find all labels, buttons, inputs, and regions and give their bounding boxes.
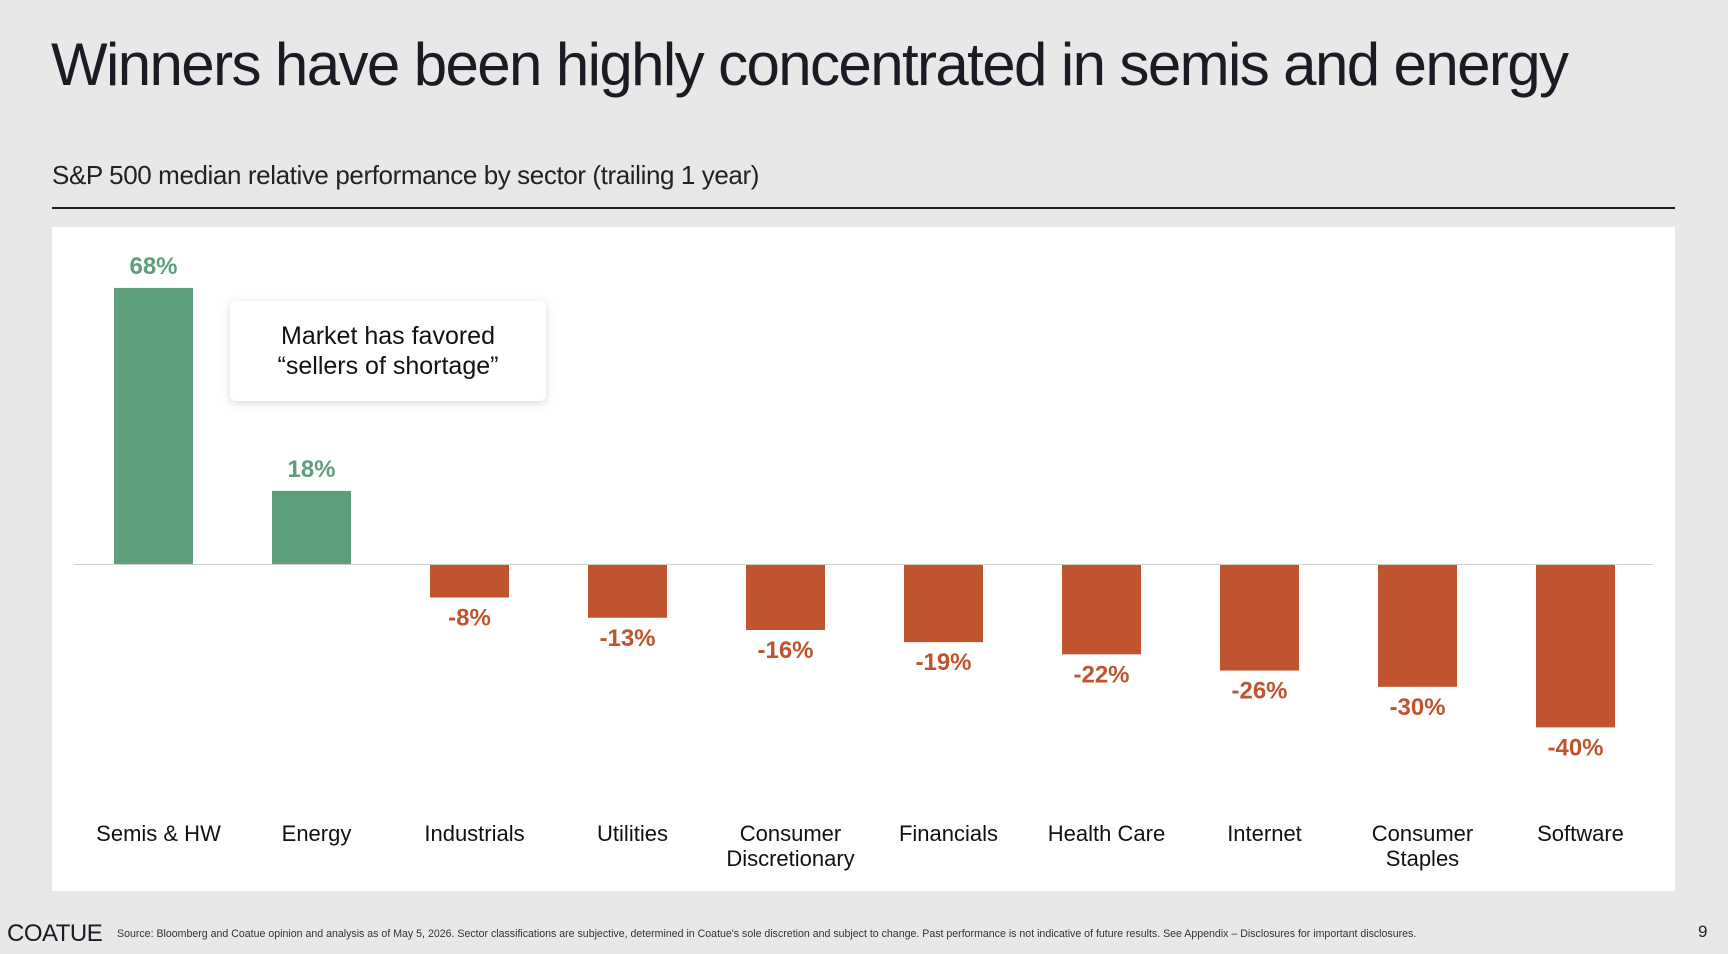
category-label-5: Financials bbox=[899, 821, 998, 846]
bar-0 bbox=[114, 287, 193, 564]
chart-subtitle: S&P 500 median relative performance by s… bbox=[52, 160, 760, 190]
chart-panel: 68% Semis & HW 18% Energy -8% Industrials -13%… bbox=[52, 227, 1675, 891]
bar-5 bbox=[904, 565, 983, 643]
data-label-5: -19% bbox=[915, 649, 971, 676]
bar-2 bbox=[430, 565, 509, 598]
data-label-7: -26% bbox=[1231, 678, 1287, 705]
callout-box: Market has favored “sellers of shortage” bbox=[230, 301, 546, 401]
category-label-3: Utilities bbox=[597, 821, 668, 846]
data-label-3: -13% bbox=[599, 625, 655, 652]
data-label-9: -40% bbox=[1547, 734, 1603, 761]
category-label-6: Health Care bbox=[1048, 821, 1165, 846]
bar-3 bbox=[588, 565, 667, 618]
bar-7 bbox=[1220, 565, 1299, 671]
category-label-0: Semis & HW bbox=[96, 821, 221, 846]
page-number: 9 bbox=[1698, 922, 1708, 941]
title-divider bbox=[52, 207, 1675, 209]
data-label-6: -22% bbox=[1073, 661, 1129, 688]
data-label-8: -30% bbox=[1389, 694, 1445, 721]
coatue-logo: COATUE bbox=[7, 920, 103, 947]
category-label-1: Energy bbox=[282, 821, 352, 846]
bar-4 bbox=[746, 565, 825, 630]
category-label-8: Consumer Staples bbox=[1372, 821, 1473, 871]
data-label-2: -8% bbox=[448, 604, 491, 631]
source-footnote: Source: Bloomberg and Coatue opinion and… bbox=[117, 928, 1417, 940]
bar-8 bbox=[1378, 565, 1457, 687]
bar-chart: 68% Semis & HW 18% Energy -8% Industrials -13%… bbox=[74, 253, 1653, 871]
data-label-1: 18% bbox=[287, 456, 335, 483]
category-label-9: Software bbox=[1537, 821, 1624, 846]
slide-title: Winners have been highly concentrated in… bbox=[51, 31, 1569, 98]
data-label-0: 68% bbox=[129, 253, 177, 280]
category-label-4: Consumer Discretionary bbox=[726, 821, 854, 871]
category-label-7: Internet bbox=[1227, 821, 1302, 846]
bar-6 bbox=[1062, 565, 1141, 655]
category-label-2: Industrials bbox=[424, 821, 524, 846]
bar-1 bbox=[272, 490, 351, 564]
data-label-4: -16% bbox=[757, 637, 813, 664]
bar-9 bbox=[1536, 565, 1615, 728]
